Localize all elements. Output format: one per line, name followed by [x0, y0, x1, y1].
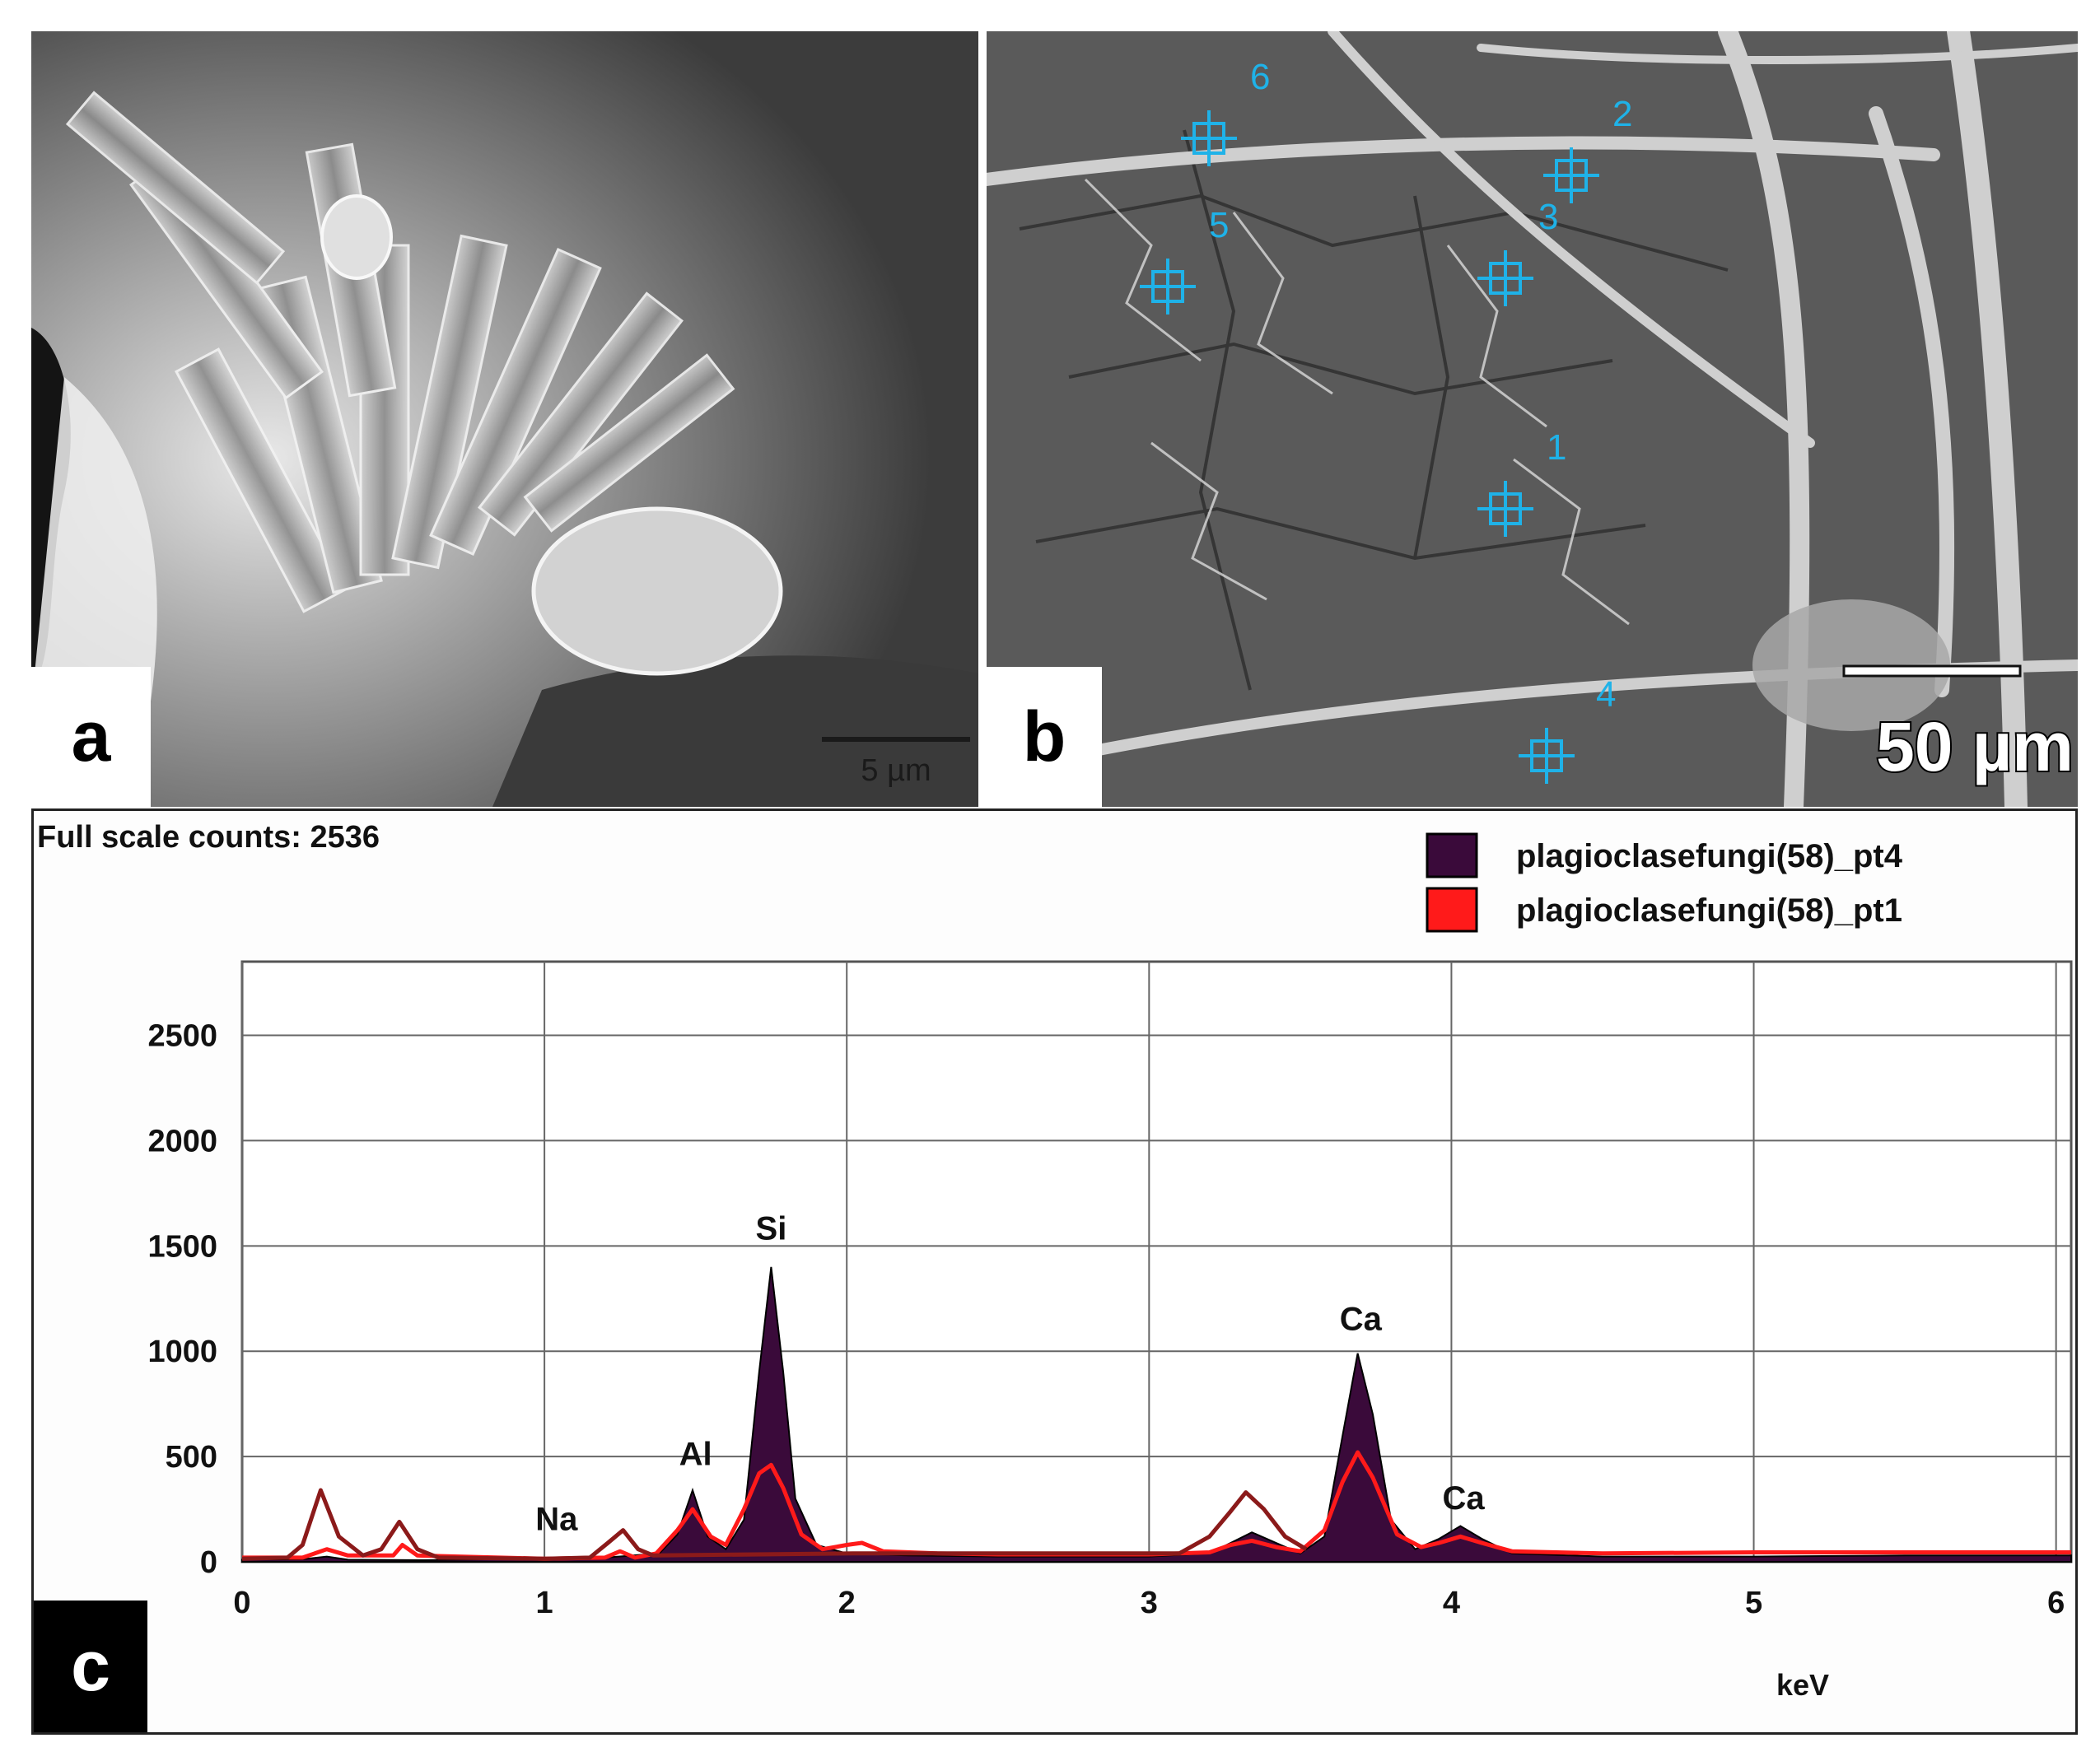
scale-bar-b: 50 µm: [1842, 664, 2075, 787]
analysis-point-marker: 4: [1519, 674, 1616, 784]
sem-image-panel-b: 1 2 3 4 5 6 50 µm b: [987, 31, 2078, 807]
chart-axes: 0 1 2 3 4 5 6 0 500 1000 1500 2000 2500: [147, 1019, 2065, 1620]
y-tick-label: 2500: [147, 1019, 217, 1054]
panel-label-box: a: [31, 667, 151, 807]
analysis-point-label: 1: [1547, 427, 1566, 468]
legend-label: plagioclasefungi(58)_pt4: [1516, 838, 1903, 874]
panel-letter: c: [71, 1626, 110, 1706]
analysis-point-label: 2: [1612, 94, 1632, 134]
x-tick-label: 1: [536, 1586, 553, 1620]
analysis-point-label: 3: [1538, 197, 1558, 237]
chart-title: Full scale counts: 2536: [37, 820, 380, 855]
peak-label: Na: [535, 1502, 578, 1538]
panel-letter: b: [1022, 697, 1066, 776]
analysis-point-label: 4: [1596, 674, 1616, 715]
y-tick-label: 1000: [147, 1335, 217, 1369]
legend-entry: plagioclasefungi(58)_pt1: [1426, 887, 1902, 933]
analysis-point-marker: 6: [1181, 57, 1270, 166]
legend-swatch: [1426, 887, 1478, 933]
x-tick-label: 5: [1745, 1586, 1762, 1620]
chart-series-layer: [241, 1266, 2072, 1563]
spectrum-series-line: [241, 1488, 1308, 1561]
x-tick-label: 3: [1141, 1586, 1158, 1620]
x-tick-label: 0: [233, 1586, 250, 1620]
sem-micrograph-crystals: 5 µm: [31, 31, 978, 807]
analysis-point-marker: 2: [1543, 94, 1632, 203]
x-axis-label: keV: [1776, 1668, 1829, 1702]
panel-letter: a: [71, 697, 111, 776]
scale-bar-a: 5 µm: [822, 737, 970, 788]
panel-label-box: b: [987, 667, 1102, 807]
analysis-point-marker: 5: [1140, 205, 1229, 315]
y-tick-label: 500: [166, 1440, 217, 1475]
sem-micrograph-hyphae: 1 2 3 4 5 6 50 µm: [987, 31, 2078, 807]
legend-entry: plagioclasefungi(58)_pt4: [1426, 832, 1903, 878]
peak-label: Al: [679, 1436, 712, 1472]
spectrum-series-area: [241, 1266, 2072, 1563]
x-tick-label: 2: [838, 1586, 856, 1620]
eds-spectrum-panel: Full scale counts: 2536 plagioclasefungi…: [31, 808, 2078, 1735]
y-tick-label: 2000: [147, 1124, 217, 1158]
analysis-point-marker: 3: [1477, 197, 1558, 306]
y-tick-label: 1500: [147, 1229, 217, 1264]
panel-label-box: c: [34, 1601, 147, 1732]
x-tick-label: 6: [2047, 1586, 2065, 1620]
legend-swatch: [1426, 832, 1478, 878]
legend-label: plagioclasefungi(58)_pt1: [1516, 892, 1902, 929]
chart-annotations: Na Al Si Ca Ca: [535, 1211, 1485, 1538]
peak-label: Ca: [1340, 1302, 1383, 1338]
scale-bar-label: 5 µm: [861, 753, 931, 788]
y-tick-label: 0: [200, 1545, 217, 1580]
peak-label: Ca: [1443, 1480, 1486, 1517]
scale-bar-label: 50 µm: [1876, 708, 2074, 785]
sem-image-panel-a: 5 µm a: [31, 31, 978, 807]
plot-area: [240, 960, 2073, 1563]
peak-label: Si: [756, 1211, 787, 1247]
eds-spectrum-chart: Full scale counts: 2536 plagioclasefungi…: [37, 820, 2073, 1702]
chart-grid: [240, 960, 2073, 1563]
x-tick-label: 4: [1443, 1586, 1460, 1620]
chart-legend: plagioclasefungi(58)_pt4 plagioclasefungi…: [1426, 832, 1903, 933]
analysis-point-label: 6: [1250, 57, 1270, 97]
analysis-point-label: 5: [1209, 205, 1229, 245]
analysis-point-markers: 1 2 3 4 5 6: [1140, 57, 1632, 784]
analysis-point-marker: 1: [1477, 427, 1566, 537]
